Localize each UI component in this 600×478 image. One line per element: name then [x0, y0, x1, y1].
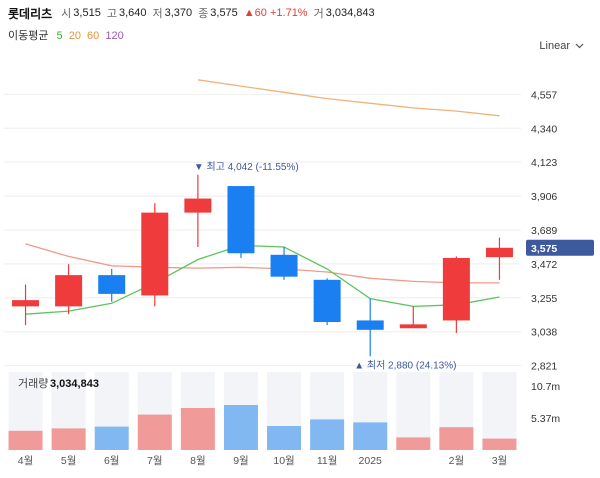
volume-bar — [180, 408, 215, 450]
x-tick-label: 10월 — [273, 455, 294, 467]
ma-period-60: 60 — [87, 30, 100, 42]
moving-average-label: 이동평균 — [8, 30, 49, 42]
volume-bar — [8, 430, 43, 450]
volume-bar — [94, 426, 129, 450]
x-tick-label: 2월 — [449, 455, 465, 467]
volume-bar — [223, 405, 258, 450]
stock-name: 롯데리츠 — [8, 6, 53, 21]
y-tick-label: 3,689 — [531, 225, 557, 237]
volume-bar — [137, 414, 172, 450]
y-tick-label: 4,340 — [531, 123, 557, 135]
close-value: 3,575 — [210, 7, 238, 19]
x-tick-label: 2025 — [359, 455, 383, 467]
volume-bar — [439, 427, 474, 450]
high-label: 고 — [106, 8, 117, 20]
x-tick-label: 4월 — [18, 455, 34, 467]
volume-label: 거 — [313, 8, 324, 20]
close-label: 종 — [198, 8, 209, 20]
candle-body — [12, 300, 40, 307]
candle-body — [399, 324, 427, 329]
x-tick-label: 11월 — [317, 455, 338, 467]
x-tick-label: 5월 — [61, 455, 77, 467]
ma-period-120: 120 — [105, 30, 124, 42]
volume-bar — [482, 438, 517, 450]
candle-body — [141, 212, 169, 296]
y-tick-label: 3,038 — [531, 327, 557, 339]
y-tick-label: 2,821 — [531, 361, 557, 373]
y-tick-label: 4,123 — [531, 157, 557, 169]
ma-period-5: 5 — [56, 30, 63, 42]
high-price-annotation: ▼ 최고 4,042 (-11.55%) — [194, 161, 299, 173]
volume-total: 3,034,843 — [50, 378, 99, 390]
ma5-line — [25, 244, 500, 315]
volume-bg-column — [396, 372, 431, 450]
moving-average-legend[interactable]: 이동평균 5 20 60 120 — [8, 27, 127, 43]
volume-chart-label: 거래량 — [18, 377, 48, 390]
high-value: 3,640 — [118, 7, 147, 19]
y-tick-label: 3,906 — [531, 191, 557, 203]
volume-tick-label: 5.37m — [531, 413, 560, 425]
low-value: 3,370 — [164, 7, 193, 19]
volume-value: 3,034,843 — [325, 7, 375, 19]
volume-bar — [51, 428, 86, 450]
current-price-tag — [526, 239, 594, 256]
x-tick-label: 6월 — [104, 455, 120, 467]
volume-bar — [310, 419, 345, 450]
volume-bar — [396, 437, 431, 450]
open-value: 3,515 — [73, 7, 101, 19]
y-tick-label: 3,255 — [531, 293, 557, 305]
x-tick-label: 3월 — [492, 455, 508, 467]
candle-body — [227, 186, 255, 254]
candle-body — [313, 279, 341, 322]
y-tick-label: 3,472 — [531, 259, 557, 271]
ma-period-20: 20 — [68, 30, 81, 42]
low-price-annotation: ▲ 최저 2,880 (24.13%) — [354, 359, 456, 371]
ma60-line — [197, 79, 500, 117]
change-value: ▲60 +1.71% — [243, 7, 308, 19]
volume-bar — [267, 426, 302, 450]
candle-body — [184, 198, 212, 213]
candle-body — [55, 275, 83, 307]
price-header: 롯데리츠 시 3,515 고 3,640 저 3,370 종 3,575 ▲60… — [8, 4, 381, 22]
ma20-line — [25, 243, 500, 284]
candle-body — [270, 254, 298, 277]
x-tick-label: 8월 — [190, 455, 206, 467]
low-label: 저 — [152, 8, 163, 20]
current-price-label: 3,575 — [531, 243, 557, 255]
y-tick-label: 4,557 — [531, 89, 557, 101]
scale-dropdown[interactable]: Linear — [539, 40, 584, 52]
volume-tick-label: 10.7m — [531, 381, 560, 393]
candle-body — [98, 275, 126, 294]
x-tick-label: 9월 — [233, 455, 249, 467]
candle-body — [485, 247, 513, 258]
chevron-down-icon — [575, 43, 584, 49]
volume-bg-column — [482, 372, 517, 450]
open-label: 시 — [61, 8, 72, 20]
scale-label: Linear — [539, 40, 570, 52]
volume-bar — [353, 422, 388, 450]
candle-body — [356, 320, 384, 330]
x-tick-label: 7월 — [147, 455, 163, 467]
candle-body — [442, 257, 470, 321]
